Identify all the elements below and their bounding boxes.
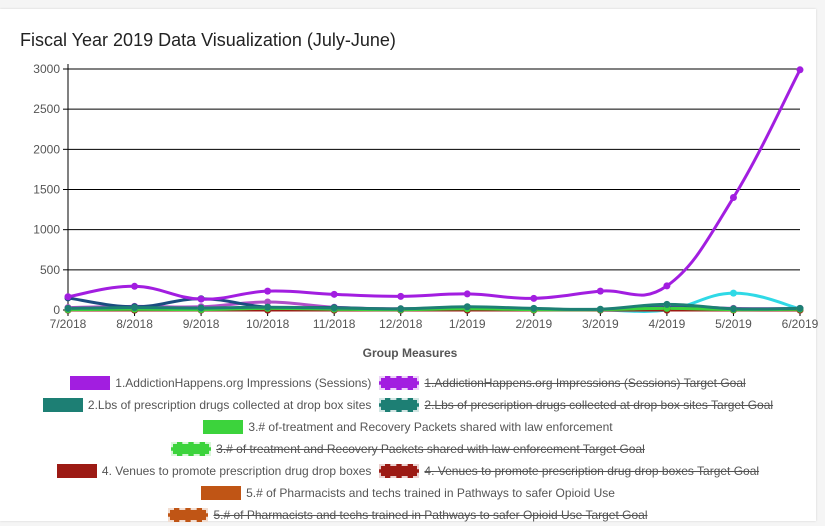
series-line (67, 69, 802, 301)
legend-item[interactable]: 4. Venues to promote prescription drug d… (379, 464, 759, 478)
legend-label: 5.# of Pharmacists and techs trained in … (246, 486, 615, 500)
legend-label: 3.# of-treatment and Recovery Packets sh… (248, 420, 613, 434)
legend-item[interactable]: 1.AddictionHappens.org Impressions (Sess… (70, 376, 371, 390)
data-point[interactable] (264, 287, 272, 295)
series-points (64, 66, 804, 314)
x-tick-label: 6/2019 (782, 317, 819, 331)
y-tick-label: 0 (53, 303, 60, 317)
legend-swatch (379, 376, 420, 390)
data-point[interactable] (397, 305, 405, 313)
legend-swatch (56, 464, 97, 478)
y-tick-label: 1500 (33, 183, 60, 197)
legend-row: 3.# of treatment and Recovery Packets sh… (0, 438, 816, 460)
legend-row: 4. Venues to promote prescription drug d… (0, 460, 816, 482)
legend-item[interactable]: 1.AddictionHappens.org Impressions (Sess… (379, 376, 746, 390)
x-tick-label: 11/2018 (313, 317, 356, 331)
x-axis-label: Group Measures (363, 346, 458, 360)
data-point[interactable] (596, 287, 604, 295)
legend-swatch (168, 508, 209, 522)
legend-swatch (201, 486, 242, 500)
legend-item[interactable]: 5.# of Pharmacists and techs trained in … (201, 486, 615, 500)
data-point[interactable] (663, 282, 671, 290)
data-point[interactable] (197, 295, 205, 303)
data-point[interactable] (64, 304, 72, 312)
x-tick-label: 3/2019 (582, 317, 619, 331)
x-tick-label: 10/2018 (246, 317, 290, 331)
legend-item[interactable]: 2.Lbs of prescription drugs collected at… (42, 398, 372, 412)
legend-swatch (42, 398, 83, 412)
series-line (67, 302, 801, 311)
legend-label: 1.AddictionHappens.org Impressions (Sess… (115, 376, 372, 390)
data-point[interactable] (796, 66, 804, 74)
y-tick-label: 2500 (33, 102, 60, 116)
legend-row: 5.# of Pharmacists and techs trained in … (0, 482, 816, 504)
legend-swatch (70, 376, 111, 390)
data-point[interactable] (264, 303, 272, 311)
x-tick-label: 7/2018 (50, 317, 87, 331)
legend-item[interactable]: 3.# of treatment and Recovery Packets sh… (171, 442, 645, 456)
data-point[interactable] (530, 294, 538, 302)
line-chart: 0 500 1000 1500 2000 2500 3000 7/2018 8/2018 9/2… (33, 62, 819, 360)
legend-row: 5.# of Pharmacists and techs trained in … (0, 504, 816, 526)
series-lines (67, 69, 802, 313)
y-tick-label: 500 (40, 263, 60, 277)
x-tick-label: 8/2018 (116, 317, 153, 331)
y-tick-label: 1000 (33, 223, 60, 237)
legend-label: 5.# of Pharmacists and techs trained in … (213, 508, 648, 522)
chart-legend: 1.AddictionHappens.org Impressions (Sess… (0, 372, 816, 526)
y-tick-label: 3000 (33, 62, 60, 76)
legend-item[interactable]: 4. Venues to promote prescription drug d… (56, 464, 372, 478)
data-point[interactable] (729, 305, 737, 313)
x-tick-label: 2/2019 (515, 317, 552, 331)
data-point[interactable] (530, 304, 538, 312)
data-point[interactable] (131, 282, 139, 290)
legend-label: 1.AddictionHappens.org Impressions (Sess… (424, 376, 746, 390)
legend-swatch (379, 464, 420, 478)
legend-label: 2.Lbs of prescription drugs collected at… (424, 398, 774, 412)
y-tick-label: 2000 (33, 142, 60, 156)
legend-swatch (171, 442, 212, 456)
x-tick-label: 4/2019 (649, 317, 686, 331)
data-point[interactable] (463, 290, 471, 298)
x-tick-label: 5/2019 (715, 317, 752, 331)
x-tick-label: 1/2019 (449, 317, 486, 331)
legend-label: 4. Venues to promote prescription drug d… (101, 464, 372, 478)
data-point[interactable] (729, 194, 737, 202)
data-point[interactable] (463, 303, 471, 311)
data-point[interactable] (397, 292, 405, 300)
data-point[interactable] (264, 298, 272, 306)
x-tick-label: 9/2018 (183, 317, 220, 331)
data-point[interactable] (197, 304, 205, 312)
data-point[interactable] (64, 293, 72, 301)
legend-item[interactable]: 5.# of Pharmacists and techs trained in … (168, 508, 648, 522)
data-point[interactable] (330, 304, 338, 312)
chart-title: Fiscal Year 2019 Data Visualization (Jul… (20, 30, 396, 50)
legend-item[interactable]: 3.# of-treatment and Recovery Packets sh… (203, 420, 613, 434)
data-point[interactable] (131, 304, 139, 312)
y-axis-ticks: 0 500 1000 1500 2000 2500 3000 (33, 62, 60, 317)
chart-panel (0, 9, 816, 521)
data-point[interactable] (796, 304, 804, 312)
legend-row: 1.AddictionHappens.org Impressions (Sess… (0, 372, 816, 394)
x-axis-ticks: 7/2018 8/2018 9/2018 10/2018 11/2018 12/2018 1… (50, 310, 819, 331)
legend-row: 3.# of-treatment and Recovery Packets sh… (0, 416, 816, 438)
data-point[interactable] (596, 305, 604, 313)
legend-item[interactable]: 2.Lbs of prescription drugs collected at… (379, 398, 773, 412)
data-point[interactable] (663, 300, 671, 308)
gridlines (63, 64, 800, 315)
legend-row: 2.Lbs of prescription drugs collected at… (0, 394, 816, 416)
legend-label: 3.# of treatment and Recovery Packets sh… (216, 442, 645, 456)
legend-swatch (203, 420, 244, 434)
legend-label: 4. Venues to promote prescription drug d… (424, 464, 760, 478)
legend-label: 2.Lbs of prescription drugs collected at… (87, 398, 372, 412)
data-point[interactable] (330, 290, 338, 298)
x-tick-label: 12/2018 (379, 317, 423, 331)
data-point[interactable] (729, 289, 737, 297)
legend-swatch (379, 398, 420, 412)
